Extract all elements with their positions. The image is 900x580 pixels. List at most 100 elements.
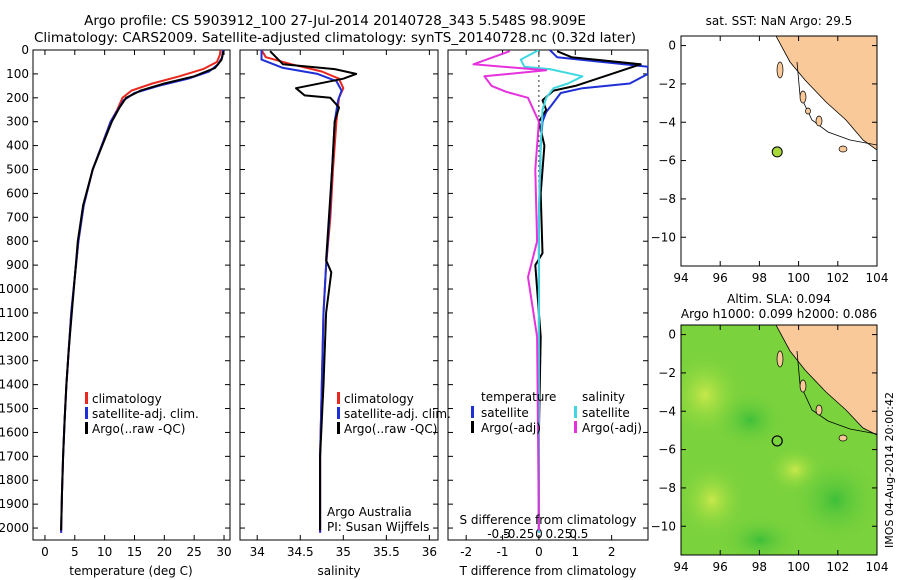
x-tick-label: 20 [157,545,172,559]
lon-tick-label: 96 [713,271,728,285]
figure-title-line2: Climatology: CARS2009. Satellite-adjuste… [34,30,636,46]
x-tick-label: 15 [127,545,142,559]
lat-tick-label: −6 [658,154,676,168]
lat-tick-label: −4 [658,115,676,129]
lon-tick-label: 100 [787,271,810,285]
salinity-panel: 34 34.5 35 35.5 36 salinity climatology sate… [239,49,451,578]
s-diff-tick-label: 0 [535,527,543,541]
sst-map-lat-ticks: 0 −2 −4 −6 −8 −10 [651,39,877,244]
x-tick-label: 0 [535,545,543,559]
series-line-climatology [60,50,222,533]
figure-title-line1: Argo profile: CS 5903912_100 27-Jul-2014… [84,13,586,29]
depth-tick-label: 0 [21,43,29,57]
sumatra-landmass [775,325,877,436]
temperature-panel: 0100200300400500600700800900100011001200… [0,43,232,578]
legend-climatology-label: climatology [92,392,162,406]
difference-depth-ticks [448,49,648,529]
legend-climatology-swatch [85,392,88,404]
temperature-legend: climatology satellite-adj. clim. Argo(..… [85,392,199,436]
depth-tick-label: 1800 [0,473,29,487]
legend-s-satellite-label: satellite [582,406,630,420]
sst-map-frame [680,35,878,267]
legend-argo-swatch [85,422,88,434]
sla-anomaly-low [720,515,800,555]
sla-map-title-line1: Altim. SLA: 0.094 [727,292,831,306]
island-enggano [838,145,848,153]
argo-position-marker [771,435,783,447]
depth-tick-label: 100 [6,67,29,81]
x-tick-label: 0 [41,545,49,559]
legend-s-argo-label: Argo(-adj) [582,421,642,435]
series-line-t-argo-adj- [534,50,642,531]
island-nias [799,379,807,393]
x-tick-label: 10 [97,545,112,559]
x-tick-label: -2 [460,545,472,559]
depth-tick-label: 800 [6,234,29,248]
x-tick-label: 36 [422,545,437,559]
island-batu [805,107,811,115]
legend-t-argo-swatch [471,421,474,433]
sst-map-title: sat. SST: NaN Argo: 29.5 [706,14,853,28]
salinity-xlabel: salinity [317,564,360,578]
lon-tick-label: 100 [787,560,810,574]
sla-anomaly-low [715,390,785,450]
argo-australia-annotation: Argo Australia [327,505,412,519]
x-tick-label: 5 [71,545,79,559]
salinity-depth-ticks [240,49,438,529]
lat-tick-label: −10 [651,519,676,533]
x-tick-label: -1 [497,545,509,559]
s-diff-tick-label: -0.25 [503,527,534,541]
depth-tick-label: 1600 [0,425,29,439]
depth-tick-label: 1300 [0,354,29,368]
legend-s-satellite-swatch [574,406,577,418]
argo-position-marker [771,146,783,158]
difference-lines [472,50,648,533]
s-diff-tick-label: 0.5 [569,527,588,541]
sla-map-field [681,325,877,555]
lat-tick-label: 0 [668,328,676,342]
lat-tick-label: −6 [658,443,676,457]
lon-tick-label: 94 [673,560,688,574]
legend-satellite-label: satellite-adj. clim. [344,407,451,421]
depth-tick-label: 1700 [0,449,29,463]
lat-tick-label: −10 [651,230,676,244]
lat-tick-label: 0 [668,39,676,53]
depth-tick-label: 1900 [0,497,29,511]
depth-tick-label: 900 [6,258,29,272]
salinity-lines [260,50,358,533]
depth-tick-label: 2000 [0,521,29,535]
lon-tick-label: 102 [826,560,849,574]
temperature-lines [60,50,225,533]
depth-tick-label: 200 [6,91,29,105]
sla-anomaly-low [790,455,877,545]
salinity-legend: climatology satellite-adj. clim. Argo(..… [337,392,451,436]
legend-temperature-title: temperature [481,390,556,404]
x-tick-label: 34.5 [287,545,314,559]
s-diff-tick-label: 0.25 [546,527,573,541]
island-enggano [838,434,848,442]
depth-tick-label: 500 [6,163,29,177]
difference-top-xlabel: S difference from climatology [460,513,637,527]
x-tick-label: 35 [336,545,351,559]
sst-map-land [775,36,877,153]
island-siberut [815,115,823,127]
x-tick-label: 30 [216,545,231,559]
sla-map-lon-ticks: 94 96 98 100 102 104 [673,325,888,574]
island-nias [799,90,807,104]
sst-map-panel: sat. SST: NaN Argo: 29.5 94 96 98 100 102 104… [651,14,889,285]
sla-map-lat-ticks: 0 −2 −4 −6 −8 −10 [651,328,877,533]
depth-tick-label: 400 [6,139,29,153]
sla-anomaly-high [681,460,748,540]
legend-satellite-swatch [85,407,88,419]
x-tick-label: 1 [571,545,579,559]
salinity-tick-labels: 34 34.5 35 35.5 36 [250,50,437,559]
legend-s-argo-swatch [574,421,577,433]
lon-tick-label: 104 [866,560,889,574]
imos-timestamp: IMOS 04-Aug-2014 20:00:42 [883,392,896,548]
difference-xlabel: T difference from climatology [459,564,637,578]
x-tick-label: 2 [608,545,616,559]
legend-t-satellite-label: satellite [481,406,529,420]
legend-argo-label: Argo(..raw -QC) [344,422,437,436]
depth-tick-labels: 0 100 200 300 400 500 600 700 800 900 1000 1100 1200… [0,43,230,535]
x-tick-label: 34 [250,545,265,559]
